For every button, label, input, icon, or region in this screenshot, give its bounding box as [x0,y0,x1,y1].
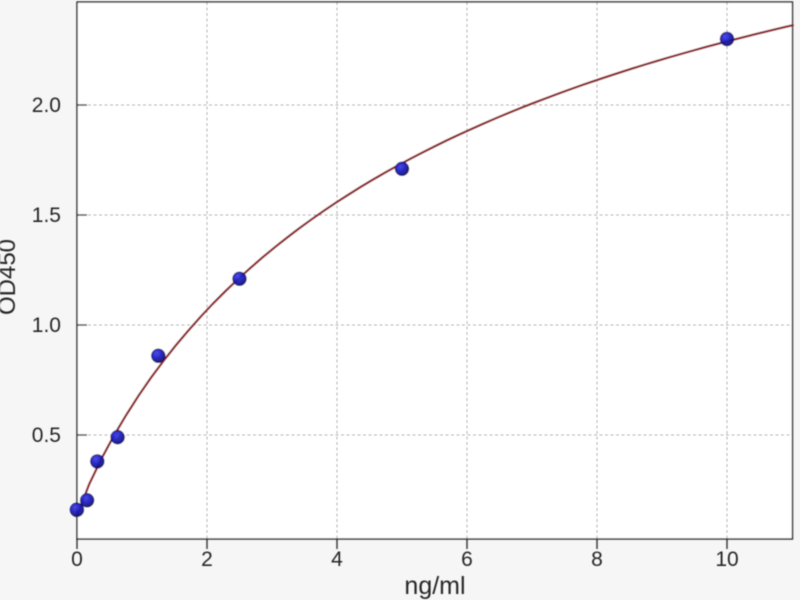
svg-text:1.5: 1.5 [32,204,61,227]
svg-text:6: 6 [461,548,473,571]
svg-text:4: 4 [331,548,343,571]
svg-text:2.0: 2.0 [32,94,61,117]
svg-text:ng/ml: ng/ml [404,572,465,600]
svg-text:0.5: 0.5 [32,424,61,447]
svg-text:0: 0 [71,548,83,571]
svg-text:8: 8 [591,548,603,571]
svg-text:1.0: 1.0 [32,314,61,337]
svg-text:2: 2 [201,548,213,571]
svg-text:OD450: OD450 [0,239,21,315]
svg-text:10: 10 [715,548,738,571]
